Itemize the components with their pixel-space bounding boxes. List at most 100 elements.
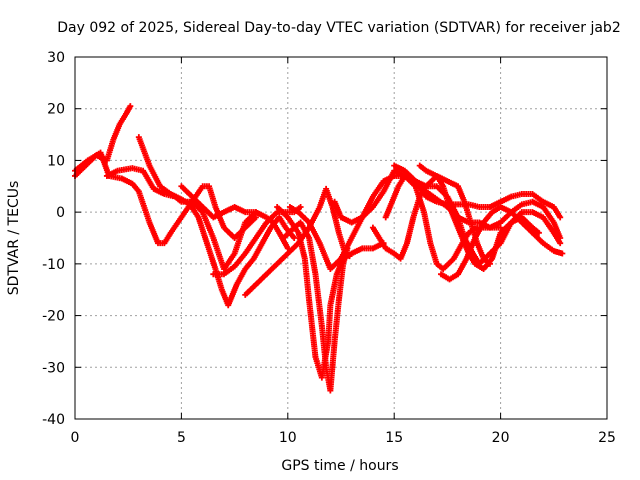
data-point bbox=[242, 257, 256, 273]
data-point bbox=[518, 199, 534, 208]
data-point bbox=[518, 214, 534, 230]
data-point bbox=[540, 240, 556, 253]
series-arc-p bbox=[438, 203, 566, 283]
data-point bbox=[103, 138, 116, 164]
data-point bbox=[231, 252, 247, 270]
data-point bbox=[540, 214, 556, 235]
data-point bbox=[146, 162, 163, 188]
data-point bbox=[480, 210, 494, 226]
data-point bbox=[274, 251, 290, 267]
series-arc-i bbox=[274, 203, 387, 381]
x-axis-label: GPS time / hours bbox=[281, 458, 398, 474]
data-point bbox=[291, 235, 298, 241]
data-point bbox=[189, 198, 205, 214]
data-point bbox=[401, 167, 417, 183]
data-point bbox=[450, 241, 465, 262]
data-point bbox=[199, 209, 216, 240]
data-point bbox=[195, 214, 210, 245]
y-tick-label: -10 bbox=[42, 257, 65, 273]
data-point bbox=[338, 236, 354, 262]
data-point bbox=[559, 250, 566, 257]
data-point bbox=[114, 165, 134, 174]
data-point bbox=[284, 209, 296, 216]
data-point bbox=[199, 183, 210, 190]
data-point bbox=[359, 205, 375, 221]
y-tick-label: 0 bbox=[56, 205, 65, 221]
data-point bbox=[225, 283, 239, 309]
data-point bbox=[327, 257, 343, 273]
x-tick-label: 25 bbox=[598, 430, 616, 446]
y-tick-label: -30 bbox=[42, 360, 65, 376]
data-point bbox=[233, 267, 248, 288]
data-point bbox=[295, 229, 308, 260]
data-point bbox=[220, 252, 237, 273]
data-point bbox=[252, 272, 268, 288]
data-point bbox=[410, 195, 423, 221]
y-tick-label: -40 bbox=[42, 412, 65, 428]
data-point bbox=[550, 203, 563, 219]
data-point bbox=[463, 236, 478, 262]
data-point bbox=[455, 257, 469, 278]
data-point bbox=[382, 245, 396, 256]
data-point bbox=[252, 221, 269, 241]
data-point bbox=[433, 172, 446, 188]
data-point bbox=[325, 304, 334, 345]
data-point bbox=[329, 203, 342, 234]
y-tick-label: -20 bbox=[42, 309, 65, 325]
data-point bbox=[97, 149, 112, 178]
data-point bbox=[369, 190, 386, 210]
data-point bbox=[327, 340, 338, 394]
y-tick-label: 20 bbox=[47, 102, 65, 118]
y-tick-label: 10 bbox=[47, 153, 65, 169]
axis-ticks: 0 5 10 15 20 25 -40 -30 -20 -10 0 10 20 30 bbox=[42, 50, 616, 446]
data-point bbox=[306, 297, 319, 358]
data-point bbox=[220, 264, 236, 278]
series-arc-b bbox=[72, 149, 259, 247]
data-point bbox=[306, 219, 322, 245]
data-point bbox=[242, 236, 258, 257]
data-point bbox=[167, 216, 184, 236]
data-point bbox=[129, 180, 141, 193]
data-point bbox=[438, 271, 451, 282]
data-point bbox=[286, 203, 300, 215]
data-point bbox=[380, 169, 397, 195]
data-point bbox=[312, 271, 325, 327]
data-point bbox=[535, 229, 542, 236]
y-tick-label: 30 bbox=[47, 50, 65, 66]
x-tick-label: 5 bbox=[177, 430, 186, 446]
data-point bbox=[369, 179, 386, 200]
x-tick-label: 20 bbox=[492, 430, 510, 446]
data-point bbox=[242, 283, 258, 298]
data-point bbox=[480, 257, 494, 273]
data-point bbox=[497, 220, 513, 236]
data-point bbox=[306, 235, 319, 276]
data-point bbox=[427, 240, 440, 265]
data-point bbox=[189, 193, 205, 209]
data-point bbox=[161, 231, 173, 247]
data-point bbox=[280, 226, 296, 241]
data-point bbox=[116, 112, 129, 128]
data-point bbox=[203, 240, 218, 271]
data-point bbox=[550, 229, 563, 245]
data-point bbox=[186, 201, 201, 219]
data-point bbox=[154, 240, 166, 247]
data-point bbox=[178, 183, 194, 199]
data-point bbox=[297, 203, 304, 210]
data-point bbox=[284, 241, 300, 257]
x-tick-label: 10 bbox=[279, 430, 297, 446]
data-point bbox=[403, 216, 416, 247]
data-point bbox=[206, 183, 218, 208]
data-point bbox=[316, 240, 333, 271]
data-point bbox=[250, 241, 265, 262]
data-point bbox=[318, 340, 331, 381]
data-point bbox=[557, 214, 564, 221]
data-point bbox=[284, 214, 301, 235]
series-arc-d bbox=[135, 134, 298, 309]
data-point bbox=[440, 183, 452, 208]
data-point bbox=[440, 257, 456, 273]
data-point bbox=[135, 134, 152, 167]
data-point bbox=[369, 224, 382, 240]
data-point bbox=[127, 103, 134, 110]
data-point bbox=[412, 178, 428, 198]
